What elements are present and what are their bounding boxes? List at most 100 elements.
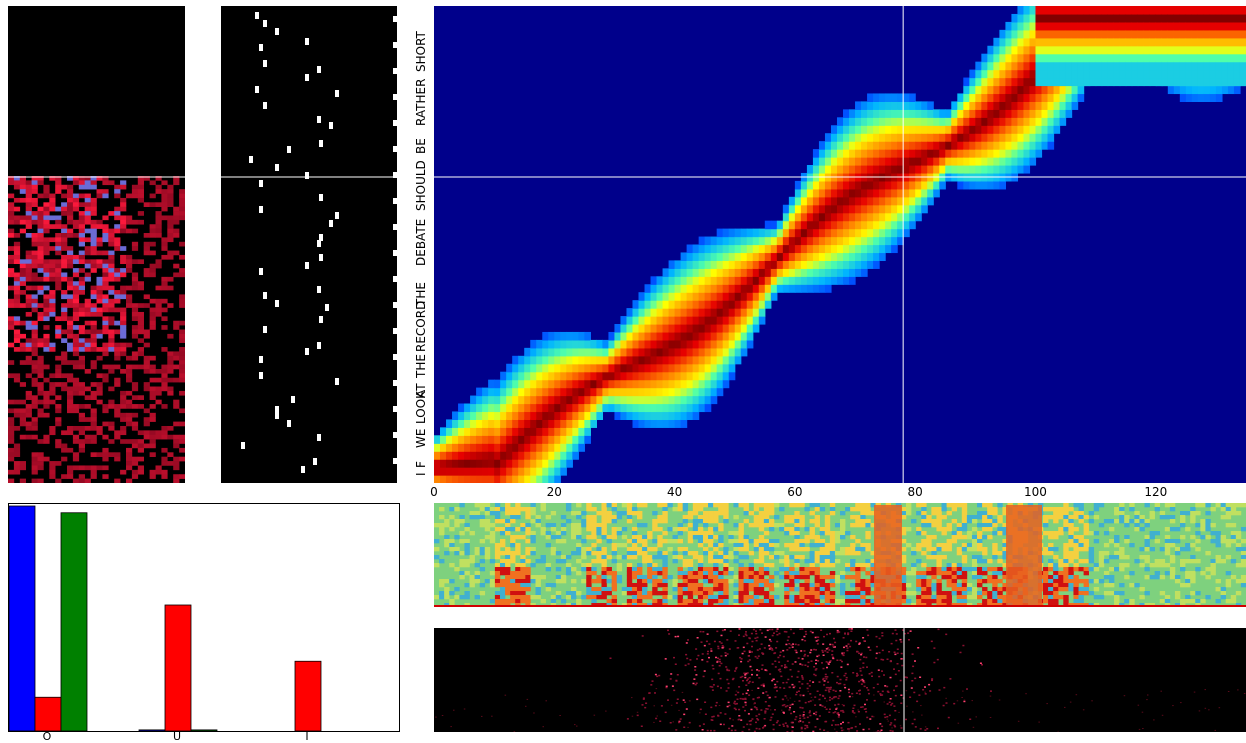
spectrogram-cell — [906, 599, 911, 603]
heatmap-cell — [61, 308, 67, 313]
spectrogram-cell — [444, 543, 449, 547]
heatmap-cell — [79, 237, 85, 242]
feature-heatmap[interactable] — [8, 6, 185, 483]
alignment-cell — [1042, 109, 1049, 118]
alignment-cell — [1066, 101, 1073, 110]
spectrogram-cell — [647, 595, 652, 599]
spectrogram-cell — [703, 571, 708, 575]
alignment-cell — [1029, 46, 1036, 55]
heatmap-cell — [120, 268, 126, 273]
alignment-cell — [1011, 70, 1018, 79]
heatmap-cell — [79, 404, 85, 409]
alignment-cell — [602, 404, 609, 413]
heatmap-cell — [79, 194, 85, 199]
heatmap-cell — [144, 360, 150, 365]
spectrogram-cell — [855, 591, 860, 595]
alignment-cell — [729, 356, 736, 365]
heatmap-cell — [32, 233, 38, 238]
alignment-cell — [693, 252, 700, 261]
alignment-cell — [993, 101, 1000, 110]
alignment-cell — [1180, 14, 1187, 23]
spectrogram-cell — [480, 583, 485, 587]
alignment-cell — [1005, 125, 1012, 134]
spectrogram-cell — [723, 567, 728, 571]
heatmap-cell — [43, 378, 49, 383]
alignment-cell — [1174, 70, 1181, 79]
spectrogram-cell — [444, 519, 449, 523]
heatmap-cell — [55, 237, 61, 242]
heatmap-cell — [14, 255, 20, 260]
spectrogram-cell — [581, 511, 586, 515]
heatmap-cell — [144, 369, 150, 374]
spectrogram-cell — [855, 579, 860, 583]
alignment-cell — [831, 245, 838, 254]
spike-raster[interactable] — [221, 6, 397, 483]
heatmap-cell — [167, 237, 173, 242]
alignment-cell — [1168, 62, 1175, 71]
alignment-cell — [524, 419, 531, 428]
spectrogram-cell — [485, 527, 490, 531]
alignment-cell — [1156, 38, 1163, 47]
alignment-cell — [482, 427, 489, 436]
heatmap-cell — [126, 369, 132, 374]
alignment-cell — [843, 221, 850, 230]
spectrogram-cell — [581, 579, 586, 583]
alignment-cell — [1150, 46, 1157, 55]
heatmap-cell — [26, 422, 32, 427]
spectrogram-cell — [683, 563, 688, 567]
alignment-cell — [843, 197, 850, 206]
alignment-cell — [795, 221, 802, 230]
spectrogram-cell — [530, 503, 535, 507]
heatmap-cell — [91, 470, 97, 475]
heatmap-cell — [26, 259, 32, 264]
alignment-cell — [813, 221, 820, 230]
alignment-cell — [861, 205, 868, 214]
category-label: I — [305, 730, 308, 743]
alignment-cell — [434, 443, 441, 452]
spectrogram[interactable] — [434, 503, 1246, 607]
alignment-cell — [1060, 101, 1067, 110]
alignment-cell — [717, 237, 724, 246]
heatmap-cell — [150, 444, 156, 449]
heatmap-cell — [38, 207, 44, 212]
spectrogram-cell — [820, 527, 825, 531]
alignment-cell — [885, 205, 892, 214]
heatmap-cell — [120, 439, 126, 444]
alignment-cell — [645, 388, 652, 397]
heatmap-cell — [144, 246, 150, 251]
heatmap-cell — [138, 211, 144, 216]
spectrogram-cell — [835, 559, 840, 563]
heatmap-cell — [97, 452, 103, 457]
alignment-cell — [566, 459, 573, 468]
alignment-cell — [933, 165, 940, 174]
alignment-cell — [729, 268, 736, 277]
heatmap-cell — [161, 426, 167, 431]
spectrogram-cell — [860, 587, 865, 591]
heatmap-cell — [73, 439, 79, 444]
spectrogram-cell — [678, 587, 683, 591]
alignment-cell — [855, 245, 862, 254]
heatmap-cell — [43, 259, 49, 264]
alignment-cell — [969, 125, 976, 134]
phoneme-bar-chart[interactable] — [8, 503, 400, 732]
alignment-cell — [1072, 6, 1079, 15]
spectrogram-cell — [698, 587, 703, 591]
alignment-cell — [849, 276, 856, 285]
alignment-cell — [518, 467, 525, 476]
alignment-cell — [1072, 22, 1079, 31]
alignment-cell — [1114, 70, 1121, 79]
heatmap-cell — [120, 316, 126, 321]
alignment-cell — [1102, 22, 1109, 31]
alignment-cell — [987, 93, 994, 102]
spectrogram-cell — [718, 507, 723, 511]
alignment-cell — [669, 348, 676, 357]
alignment-cell — [687, 292, 694, 301]
heatmap-cell — [8, 194, 14, 199]
heatmap-cell — [132, 220, 138, 225]
heatmap-cell — [126, 448, 132, 453]
alignment-cell — [861, 197, 868, 206]
heatmap-cell — [102, 286, 108, 291]
alignment-cell — [542, 459, 549, 468]
heatmap-cell — [49, 290, 55, 295]
alignment-matrix[interactable] — [434, 6, 1246, 483]
